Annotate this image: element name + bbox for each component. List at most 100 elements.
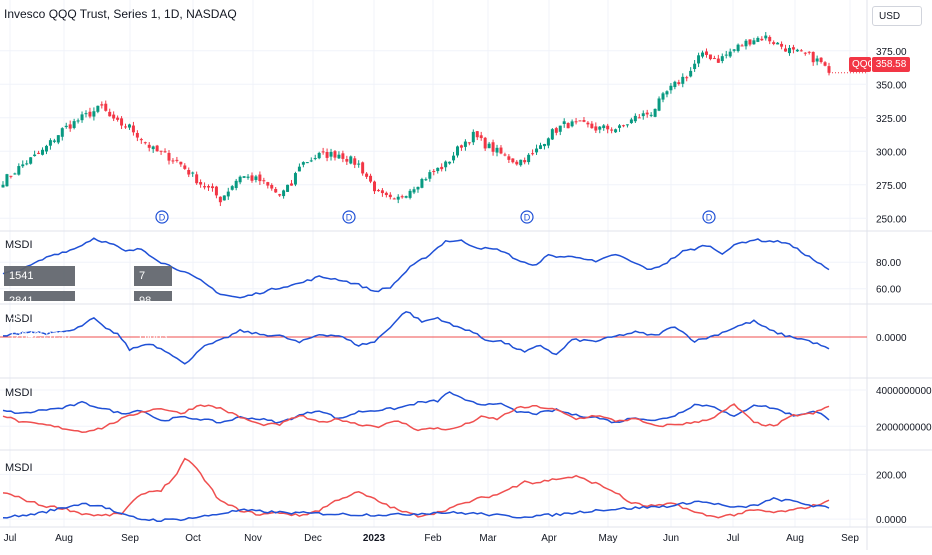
- candle-body: [124, 126, 128, 128]
- candle-body: [803, 52, 807, 54]
- candle-body: [293, 173, 297, 185]
- dividend-marker-icon: [155, 210, 169, 224]
- candle-body: [681, 76, 685, 84]
- candle-body: [37, 152, 41, 154]
- candle-body: [780, 43, 784, 47]
- candle-body: [574, 121, 578, 123]
- pane-label-msdi-1: MSDI: [5, 239, 33, 251]
- candle-body: [218, 196, 222, 203]
- candle-body: [558, 125, 562, 132]
- candle-body: [582, 120, 586, 122]
- candle-body: [483, 137, 487, 149]
- time-axis-label: Jun: [663, 533, 679, 544]
- indicator-tick-label: 0.0000: [876, 515, 907, 526]
- candle-body: [21, 164, 25, 167]
- candle-body: [13, 173, 17, 175]
- currency-selector[interactable]: USD: [872, 6, 922, 26]
- candle-body: [297, 166, 301, 172]
- candle-body: [270, 184, 274, 189]
- candle-body: [625, 124, 629, 126]
- candle-body: [127, 124, 131, 128]
- candle-body: [495, 147, 499, 153]
- candle-body: [408, 190, 412, 198]
- candle-body: [538, 145, 542, 149]
- price-tick-label: 275.00: [876, 181, 907, 192]
- candle-body: [333, 151, 337, 158]
- candle-body: [641, 113, 645, 117]
- candle-body: [317, 152, 321, 159]
- candle-body: [665, 91, 669, 95]
- candle-body: [246, 176, 250, 178]
- pane-label-msdi-3: MSDI: [5, 387, 33, 399]
- candle-body: [744, 40, 748, 47]
- candle-body: [669, 85, 673, 91]
- candle-body: [290, 183, 294, 186]
- candle-body: [159, 150, 163, 152]
- msdi-series-line-0: [2, 457, 830, 519]
- candle-body: [242, 176, 246, 178]
- candle-body: [637, 117, 641, 119]
- candle-body: [503, 154, 507, 156]
- candle-body: [147, 144, 151, 148]
- candle-body: [286, 184, 290, 192]
- time-axis-label: Sep: [841, 533, 859, 544]
- candle-body: [432, 170, 436, 172]
- time-axis-label: Oct: [185, 533, 201, 544]
- candle-body: [621, 125, 625, 127]
- candle-body: [210, 186, 214, 189]
- candle-body: [740, 45, 744, 47]
- candle-body: [282, 190, 286, 197]
- candle-body: [629, 119, 633, 124]
- candle-body: [104, 103, 108, 111]
- candle-body: [357, 163, 361, 165]
- candle-body: [791, 47, 795, 50]
- candle-body: [649, 114, 653, 116]
- candle-body: [452, 155, 456, 161]
- dividend-marker-icon: [520, 210, 534, 224]
- candle-body: [167, 152, 171, 161]
- candle-body: [369, 175, 373, 182]
- candle-body: [56, 135, 60, 143]
- candle-body: [203, 186, 207, 188]
- candle-body: [214, 186, 218, 196]
- candle-body: [361, 162, 365, 174]
- candle-body: [677, 82, 681, 85]
- time-axis-label: Sep: [121, 533, 139, 544]
- indicator-tick-label: 60.00: [876, 285, 901, 296]
- candle-body: [819, 57, 823, 63]
- candle-body: [254, 176, 258, 180]
- candle-body: [301, 162, 305, 165]
- time-axis-label: 2023: [363, 533, 386, 544]
- candle-body: [234, 180, 238, 189]
- candle-body: [72, 121, 76, 128]
- candle-body: [554, 128, 558, 133]
- candle-body: [463, 141, 467, 147]
- candle-body: [309, 160, 313, 162]
- candle-body: [475, 131, 479, 138]
- candle-body: [25, 163, 29, 165]
- candle-body: [736, 44, 740, 52]
- candle-body: [349, 156, 353, 164]
- candle-body: [183, 165, 187, 169]
- candle-body: [531, 153, 535, 155]
- candle-body: [704, 51, 708, 55]
- candle-body: [266, 182, 270, 186]
- candle-body: [325, 152, 329, 158]
- candle-body: [784, 48, 788, 52]
- candle-body: [207, 186, 211, 188]
- candle-body: [487, 143, 491, 149]
- candle-body: [345, 159, 349, 162]
- indicator-tick-label: 200.00: [876, 470, 907, 481]
- candle-body: [187, 169, 191, 175]
- candle-body: [17, 166, 21, 175]
- dividend-marker-label: D: [159, 213, 166, 223]
- candle-body: [448, 161, 452, 164]
- pane-label-msdi-2: MSDI: [5, 313, 33, 325]
- candle-body: [471, 131, 475, 143]
- candle-body: [226, 191, 230, 197]
- candle-body: [523, 160, 527, 163]
- candle-body: [467, 142, 471, 144]
- candle-body: [787, 47, 791, 54]
